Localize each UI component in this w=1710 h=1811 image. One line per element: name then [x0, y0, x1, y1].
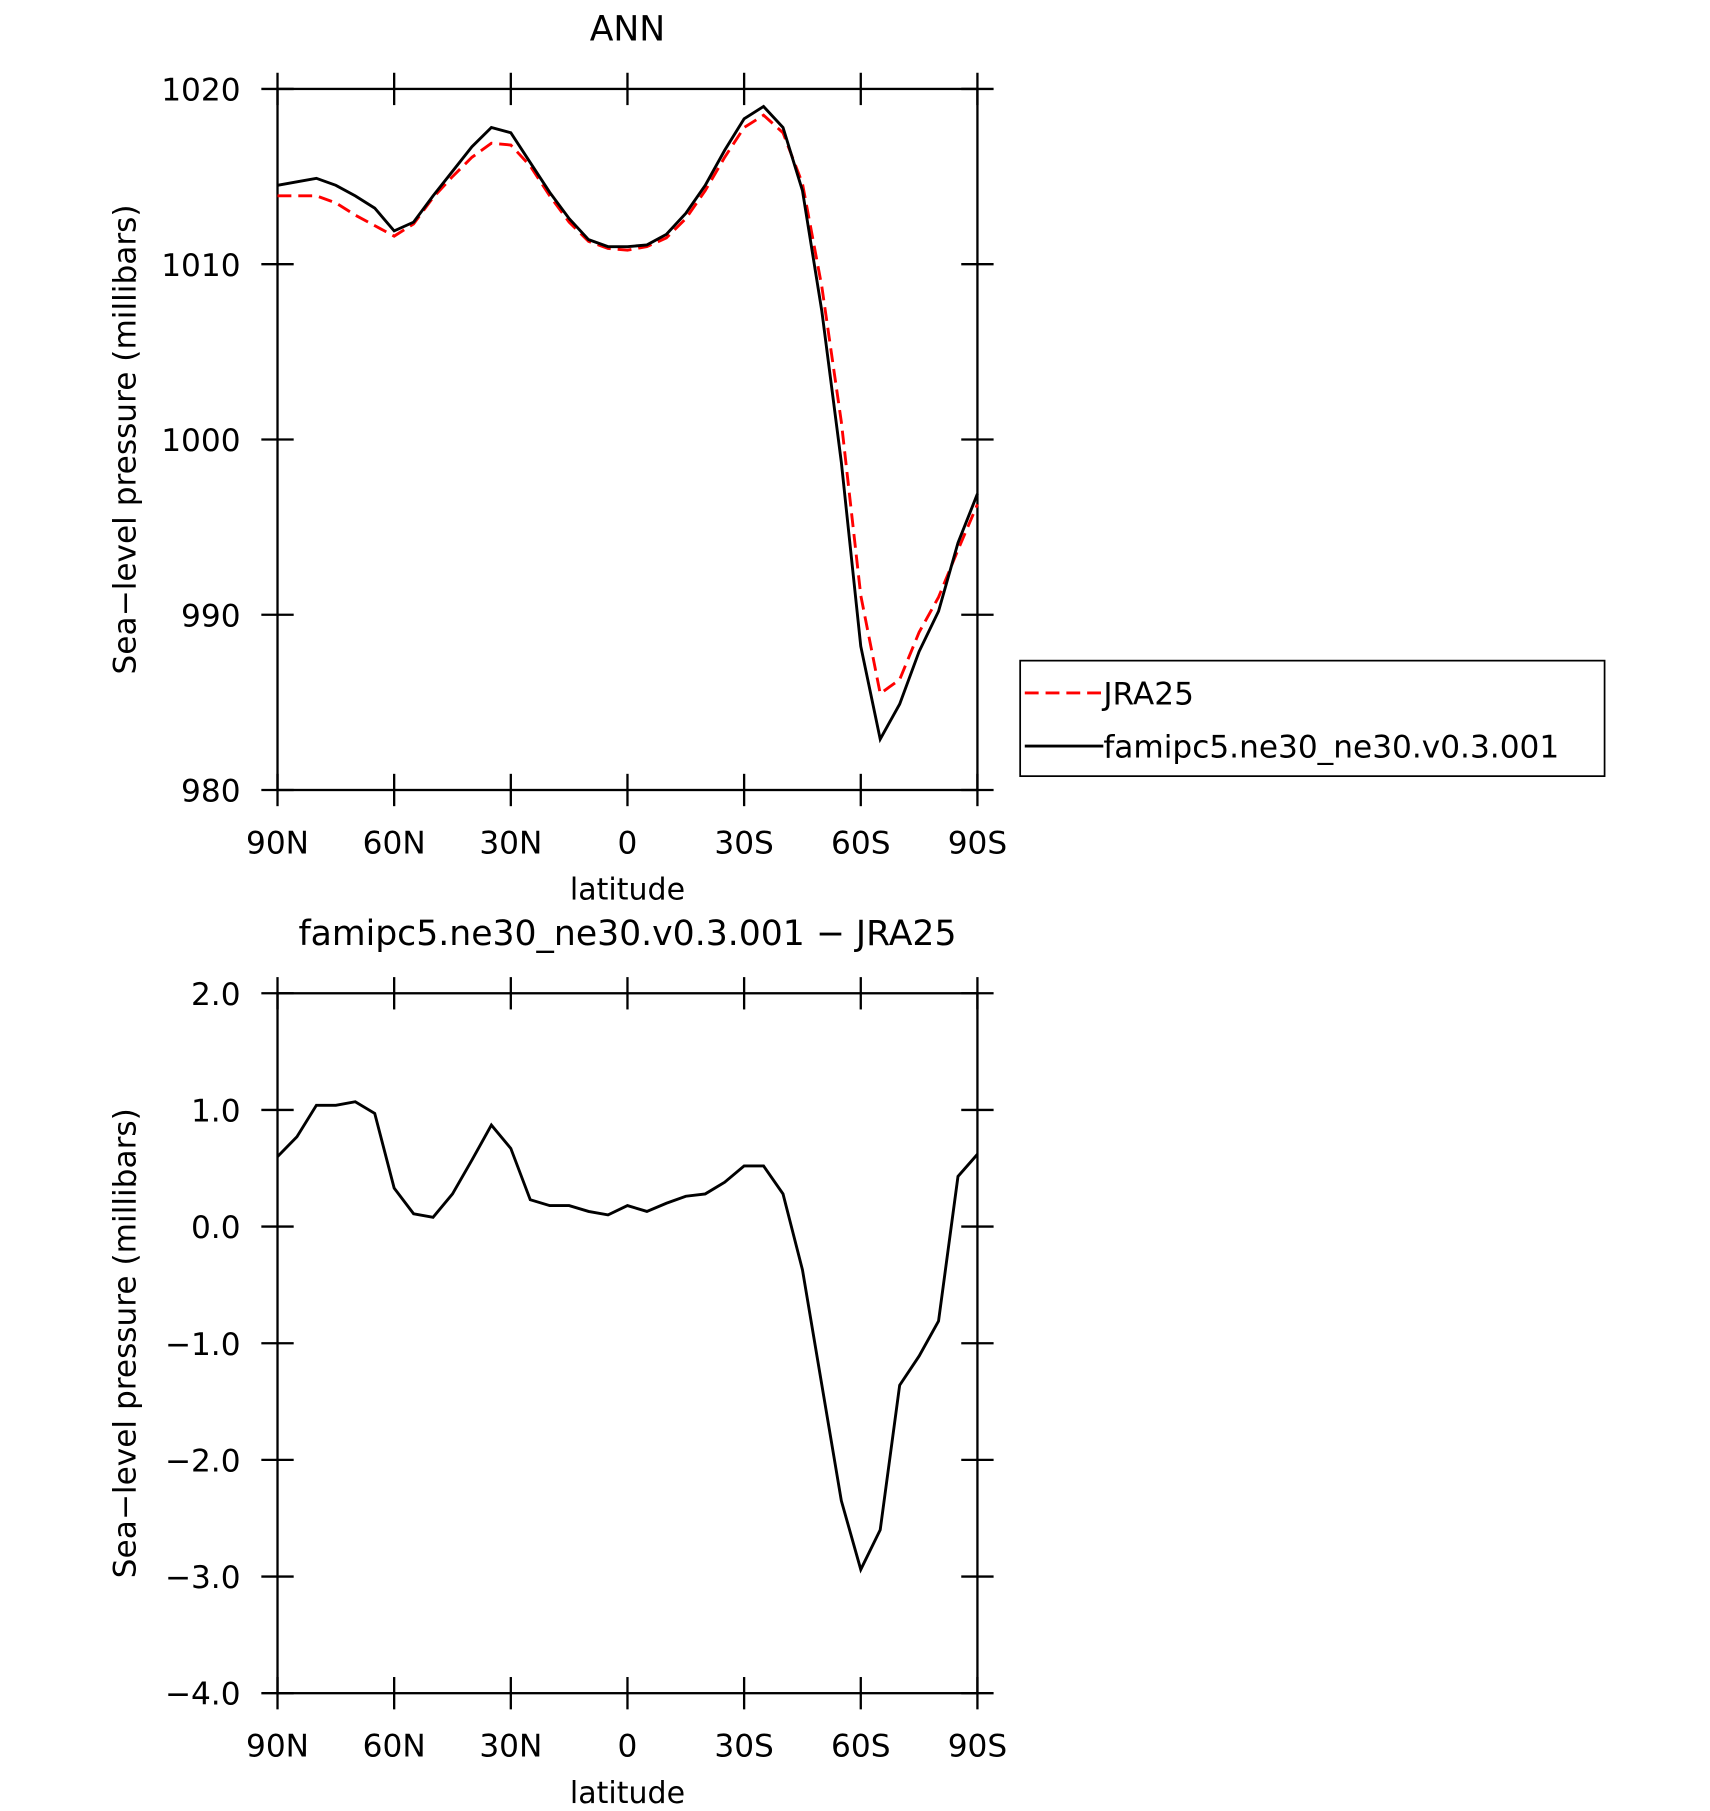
x-tick-label: 60S — [831, 1729, 890, 1765]
y-tick-label: 1000 — [161, 423, 240, 459]
y-tick-label: −3.0 — [165, 1560, 241, 1596]
y-tick-label: 990 — [181, 598, 241, 634]
x-tick-label: 90S — [948, 1729, 1007, 1765]
x-tick-label: 30N — [479, 826, 542, 862]
x-tick-label: 90N — [246, 826, 309, 862]
y-tick-label: −2.0 — [165, 1443, 241, 1479]
y-tick-label: 1.0 — [191, 1093, 241, 1129]
x-tick-label: 30S — [714, 1729, 773, 1765]
x-tick-label: 30N — [479, 1729, 542, 1765]
plot-frame — [276, 87, 979, 792]
data-line — [277, 113, 979, 697]
x-tick-label: 90N — [246, 1729, 309, 1765]
y-tick-label: 980 — [181, 774, 241, 810]
legend-label: famipc5.ne30_ne30.v0.3.001 — [1103, 730, 1559, 766]
x-tick-label: 0 — [618, 1729, 638, 1765]
y-tick-label: −1.0 — [165, 1327, 241, 1363]
x-tick-label: 60S — [831, 826, 890, 862]
y-tick-label: 0.0 — [191, 1210, 241, 1246]
plot-frame — [276, 992, 979, 1695]
y-axis-label: Sea−level pressure (millibars) — [107, 204, 143, 674]
y-axis-label: Sea−level pressure (millibars) — [107, 1108, 143, 1578]
x-axis-label: latitude — [570, 873, 685, 908]
legend-label: JRA25 — [1101, 677, 1194, 713]
data-line — [277, 104, 979, 744]
x-tick-label: 60N — [363, 1729, 426, 1765]
x-tick-label: 0 — [618, 826, 638, 862]
x-tick-label: 90S — [948, 826, 1007, 862]
chart-title: ANN — [590, 9, 666, 49]
data-line — [276, 1100, 979, 1574]
legend-box — [1019, 659, 1606, 778]
chart-title: famipc5.ne30_ne30.v0.3.001 − JRA25 — [298, 914, 956, 954]
y-tick-label: 1020 — [161, 72, 240, 108]
y-tick-label: 1010 — [161, 248, 240, 284]
y-tick-label: 2.0 — [191, 977, 241, 1013]
x-axis-label: latitude — [570, 1776, 685, 1811]
x-tick-label: 60N — [363, 826, 426, 862]
x-tick-label: 30S — [714, 826, 773, 862]
y-tick-label: −4.0 — [165, 1677, 241, 1713]
